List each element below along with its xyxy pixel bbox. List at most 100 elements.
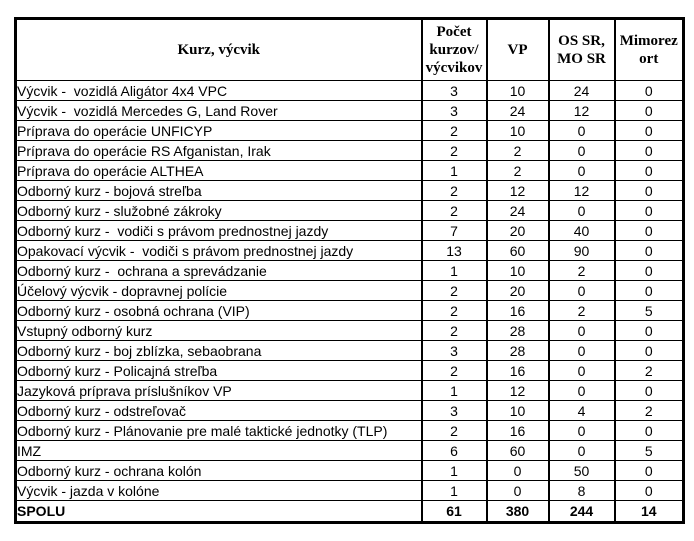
- training-courses-table: Kurz, výcvik Počet kurzov/ výcvikov VP O…: [14, 17, 685, 524]
- cell-os-sr: 50: [547, 460, 616, 481]
- cell-mimorezort: 0: [613, 320, 685, 341]
- cell-vp: 60: [485, 440, 550, 461]
- total-vp: 380: [485, 500, 550, 523]
- cell-vp: 0: [485, 460, 550, 481]
- cell-vp: 10: [485, 400, 550, 421]
- cell-course: Odborný kurz - boj zblízka, sebaobrana: [14, 340, 423, 361]
- table-row: Odborný kurz - služobné zákroky 2 24 0 0: [14, 200, 685, 221]
- cell-os-sr: 24: [547, 80, 616, 101]
- cell-course: Odborný kurz - služobné zákroky: [14, 200, 423, 221]
- cell-vp: 10: [485, 80, 550, 101]
- cell-vp: 12: [485, 380, 550, 401]
- cell-vp: 24: [485, 100, 550, 121]
- cell-count: 1: [420, 160, 488, 181]
- cell-count: 3: [420, 100, 488, 121]
- cell-vp: 0: [485, 480, 550, 501]
- cell-count: 1: [420, 380, 488, 401]
- cell-os-sr: 90: [547, 240, 616, 261]
- cell-course: Odborný kurz - vodiči s právom prednostn…: [14, 220, 423, 241]
- cell-course: Príprava do operácie UNFICYP: [14, 120, 423, 141]
- table-row: Príprava do operácie RS Afganistan, Irak…: [14, 140, 685, 161]
- total-mimorezort: 14: [613, 500, 685, 523]
- column-header-course: Kurz, výcvik: [14, 18, 423, 81]
- cell-count: 7: [420, 220, 488, 241]
- column-header-vp: VP: [485, 18, 550, 81]
- cell-course: Odborný kurz - Policajná streľba: [14, 360, 423, 381]
- cell-count: 3: [420, 80, 488, 101]
- table-row: Vstupný odborný kurz 2 28 0 0: [14, 320, 685, 341]
- cell-count: 6: [420, 440, 488, 461]
- cell-mimorezort: 0: [613, 420, 685, 441]
- table-row: Účelový výcvik - dopravnej polície 2 20 …: [14, 280, 685, 301]
- table-row: Výcvik - vozidlá Aligátor 4x4 VPC 3 10 2…: [14, 80, 685, 101]
- cell-course: Príprava do operácie RS Afganistan, Irak: [14, 140, 423, 161]
- cell-course: Vstupný odborný kurz: [14, 320, 423, 341]
- cell-vp: 16: [485, 300, 550, 321]
- cell-vp: 16: [485, 360, 550, 381]
- table-row: Odborný kurz - Plánovanie pre malé takti…: [14, 420, 685, 441]
- table-row: Odborný kurz - osobná ochrana (VIP) 2 16…: [14, 300, 685, 321]
- cell-mimorezort: 0: [613, 200, 685, 221]
- cell-course: Opakovací výcvik - vodiči s právom predn…: [14, 240, 423, 261]
- cell-count: 2: [420, 360, 488, 381]
- cell-os-sr: 0: [547, 120, 616, 141]
- cell-os-sr: 2: [547, 260, 616, 281]
- cell-count: 2: [420, 180, 488, 201]
- cell-mimorezort: 0: [613, 280, 685, 301]
- total-count: 61: [420, 500, 488, 523]
- cell-count: 1: [420, 260, 488, 281]
- cell-count: 2: [420, 120, 488, 141]
- cell-os-sr: 8: [547, 480, 616, 501]
- cell-vp: 16: [485, 420, 550, 441]
- cell-count: 2: [420, 200, 488, 221]
- cell-mimorezort: 0: [613, 180, 685, 201]
- table-row: Odborný kurz - Policajná streľba 2 16 0 …: [14, 360, 685, 381]
- cell-vp: 2: [485, 160, 550, 181]
- cell-os-sr: 0: [547, 360, 616, 381]
- table-row: Opakovací výcvik - vodiči s právom predn…: [14, 240, 685, 261]
- cell-course: Odborný kurz - osobná ochrana (VIP): [14, 300, 423, 321]
- total-label: SPOLU: [14, 500, 423, 523]
- total-os-sr: 244: [547, 500, 616, 523]
- cell-mimorezort: 0: [613, 160, 685, 181]
- table-row: Jazyková príprava príslušníkov VP 1 12 0…: [14, 380, 685, 401]
- cell-os-sr: 0: [547, 200, 616, 221]
- cell-mimorezort: 2: [613, 360, 685, 381]
- cell-os-sr: 0: [547, 320, 616, 341]
- table-row: Odborný kurz - odstreľovač 3 10 4 2: [14, 400, 685, 421]
- cell-mimorezort: 0: [613, 120, 685, 141]
- cell-mimorezort: 0: [613, 460, 685, 481]
- cell-os-sr: 0: [547, 160, 616, 181]
- cell-vp: 2: [485, 140, 550, 161]
- cell-mimorezort: 0: [613, 340, 685, 361]
- table-row: Výcvik - vozidlá Mercedes G, Land Rover …: [14, 100, 685, 121]
- cell-course: Jazyková príprava príslušníkov VP: [14, 380, 423, 401]
- cell-count: 2: [420, 300, 488, 321]
- table-row: Príprava do operácie ALTHEA 1 2 0 0: [14, 160, 685, 181]
- cell-count: 2: [420, 420, 488, 441]
- cell-mimorezort: 0: [613, 380, 685, 401]
- cell-mimorezort: 0: [613, 80, 685, 101]
- cell-count: 2: [420, 280, 488, 301]
- table-row: Odborný kurz - vodiči s právom prednostn…: [14, 220, 685, 241]
- cell-mimorezort: 2: [613, 400, 685, 421]
- cell-count: 2: [420, 320, 488, 341]
- cell-os-sr: 12: [547, 180, 616, 201]
- cell-os-sr: 0: [547, 280, 616, 301]
- cell-os-sr: 0: [547, 140, 616, 161]
- table-row: Príprava do operácie UNFICYP 2 10 0 0: [14, 120, 685, 141]
- cell-vp: 24: [485, 200, 550, 221]
- cell-course: IMZ: [14, 440, 423, 461]
- cell-os-sr: 0: [547, 440, 616, 461]
- cell-os-sr: 40: [547, 220, 616, 241]
- cell-os-sr: 12: [547, 100, 616, 121]
- cell-vp: 10: [485, 260, 550, 281]
- cell-course: Výcvik - vozidlá Mercedes G, Land Rover: [14, 100, 423, 121]
- total-row: SPOLU 61 380 244 14: [14, 500, 685, 523]
- cell-mimorezort: 0: [613, 140, 685, 161]
- cell-os-sr: 0: [547, 420, 616, 441]
- column-header-mimorezort: Mimorez ort: [613, 18, 685, 81]
- cell-course: Odborný kurz - Plánovanie pre malé takti…: [14, 420, 423, 441]
- cell-count: 1: [420, 480, 488, 501]
- cell-course: Výcvik - vozidlá Aligátor 4x4 VPC: [14, 80, 423, 101]
